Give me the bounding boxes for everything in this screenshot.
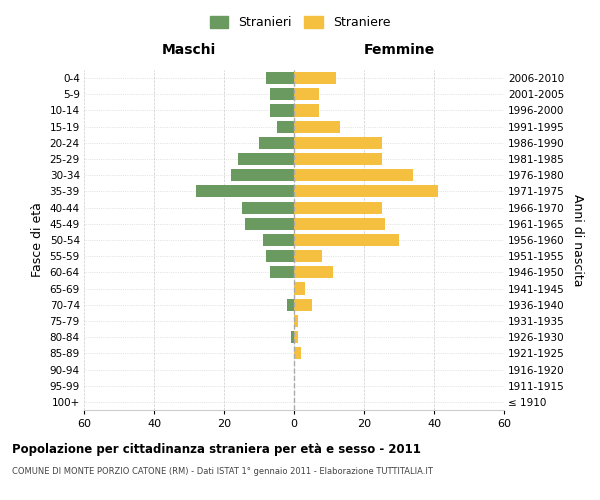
Bar [266,250,294,262]
Bar [269,104,294,117]
Bar [238,153,294,165]
Bar [269,266,294,278]
Bar [266,72,294,84]
Bar [294,234,399,246]
Bar [287,298,294,311]
Y-axis label: Fasce di età: Fasce di età [31,202,44,278]
Bar [263,234,294,246]
Bar [294,120,340,132]
Text: COMUNE DI MONTE PORZIO CATONE (RM) - Dati ISTAT 1° gennaio 2011 - Elaborazione T: COMUNE DI MONTE PORZIO CATONE (RM) - Dat… [12,468,433,476]
Bar [277,120,294,132]
Y-axis label: Anni di nascita: Anni di nascita [571,194,584,286]
Bar [294,72,336,84]
Text: Maschi: Maschi [162,43,216,57]
Bar [269,88,294,101]
Bar [294,186,437,198]
Bar [294,348,301,360]
Bar [294,137,382,149]
Bar [294,250,322,262]
Bar [294,88,319,101]
Legend: Stranieri, Straniere: Stranieri, Straniere [205,11,395,34]
Bar [294,153,382,165]
Bar [294,331,298,343]
Bar [294,298,311,311]
Bar [294,282,305,294]
Text: Femmine: Femmine [364,43,434,57]
Bar [290,331,294,343]
Bar [294,218,385,230]
Bar [294,169,413,181]
Bar [294,202,382,213]
Bar [196,186,294,198]
Bar [294,266,332,278]
Bar [294,315,298,327]
Bar [231,169,294,181]
Bar [245,218,294,230]
Bar [294,104,319,117]
Text: Popolazione per cittadinanza straniera per età e sesso - 2011: Popolazione per cittadinanza straniera p… [12,442,421,456]
Bar [259,137,294,149]
Bar [241,202,294,213]
